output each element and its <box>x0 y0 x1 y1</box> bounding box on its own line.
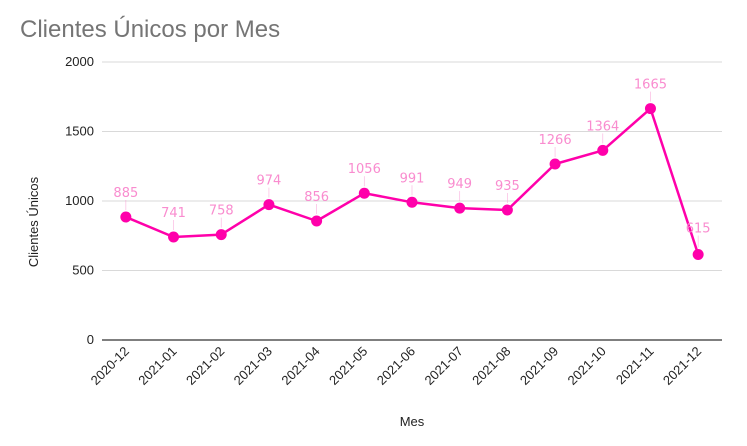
y-axis-title: Clientes Únicos <box>26 176 41 267</box>
x-tick-label: 2021-01 <box>135 344 179 388</box>
data-point <box>311 215 323 227</box>
x-tick-label: 2020-12 <box>88 344 132 388</box>
data-label: 1665 <box>634 78 667 93</box>
x-tick-label: 2021-07 <box>421 344 465 388</box>
x-tick-label: 2021-04 <box>278 344 322 388</box>
data-point <box>263 199 275 211</box>
x-tick-label: 2021-02 <box>183 344 227 388</box>
x-tick-label: 2021-11 <box>613 344 657 388</box>
x-tick-label: 2021-05 <box>326 344 370 388</box>
data-label: 885 <box>113 186 138 201</box>
x-axis-title: Mes <box>400 414 425 429</box>
data-point <box>454 202 466 214</box>
x-tick-label: 2021-10 <box>565 344 609 388</box>
data-point <box>120 211 132 223</box>
data-label: 1056 <box>348 162 381 177</box>
data-label: 1266 <box>539 133 572 148</box>
data-point <box>358 187 370 199</box>
data-point <box>549 158 561 170</box>
data-label: 974 <box>257 174 282 189</box>
data-labels: 885 741 758 974 856 1056 991 949 935 1266 1364 1665… <box>113 78 711 248</box>
x-tick-label: 2021-06 <box>374 344 418 388</box>
data-label: 741 <box>161 206 186 221</box>
y-tick-label: 2000 <box>65 54 94 69</box>
chart-title: Clientes Únicos por Mes <box>20 16 280 43</box>
data-point <box>501 204 513 216</box>
data-label: 856 <box>304 190 329 205</box>
data-label: 615 <box>686 222 711 237</box>
data-point <box>406 196 418 208</box>
data-label: 758 <box>209 204 234 219</box>
data-label: 935 <box>495 179 520 194</box>
x-tick-label: 2021-12 <box>660 344 704 388</box>
x-tick-label: 2021-03 <box>231 344 275 388</box>
y-tick-label: 0 <box>87 332 94 347</box>
y-axis-ticks: 0 500 1000 1500 2000 <box>65 54 94 347</box>
data-point <box>168 231 180 243</box>
x-tick-label: 2021-09 <box>517 344 561 388</box>
y-tick-label: 1000 <box>65 193 94 208</box>
series <box>120 103 704 261</box>
data-point <box>215 229 227 241</box>
data-label: 1364 <box>586 119 619 134</box>
data-point <box>597 144 609 156</box>
data-label: 991 <box>400 171 425 186</box>
data-point <box>692 249 704 261</box>
x-tick-label: 2021-08 <box>469 344 513 388</box>
y-tick-label: 500 <box>72 263 94 278</box>
y-tick-label: 1500 <box>65 124 94 139</box>
data-label: 949 <box>447 177 472 192</box>
x-axis-ticks: 2020-12 2021-01 2021-02 2021-03 2021-04 2021-… <box>88 344 705 388</box>
data-point <box>644 103 656 115</box>
